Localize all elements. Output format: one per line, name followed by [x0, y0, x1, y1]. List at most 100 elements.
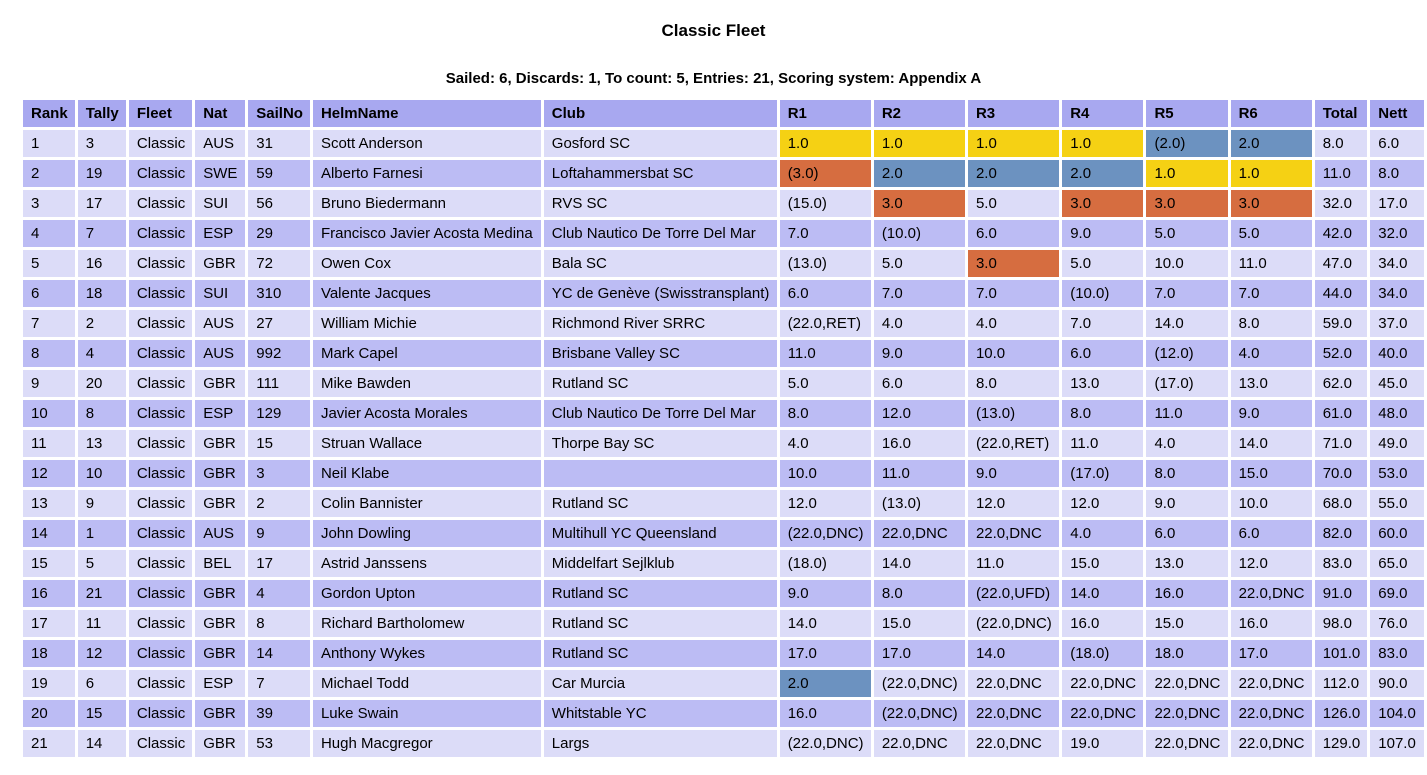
cell-rank: 20 [23, 700, 75, 727]
cell-race-r6: 10.0 [1230, 490, 1312, 517]
cell-race-r6: 2.0 [1230, 130, 1312, 157]
cell-race-r5: (12.0) [1146, 340, 1228, 367]
cell-race-r1: (13.0) [779, 250, 871, 277]
cell-race-r1: (15.0) [779, 190, 871, 217]
cell-tally: 6 [77, 670, 126, 697]
cell-race-r4: (10.0) [1062, 280, 1144, 307]
cell-nett: 6.0 [1370, 130, 1424, 157]
cell-sailno: 31 [248, 130, 310, 157]
cell-nett: 17.0 [1370, 190, 1424, 217]
cell-race-r6: 1.0 [1230, 160, 1312, 187]
cell-nett: 60.0 [1370, 520, 1424, 547]
cell-nat: AUS [195, 520, 246, 547]
cell-fleet: Classic [128, 280, 193, 307]
cell-sailno: 7 [248, 670, 310, 697]
cell-race-r4: 13.0 [1062, 370, 1144, 397]
cell-nett: 34.0 [1370, 280, 1424, 307]
cell-total: 11.0 [1314, 160, 1368, 187]
cell-race-r1: 8.0 [779, 400, 871, 427]
cell-total: 32.0 [1314, 190, 1368, 217]
cell-helmname: Hugh Macgregor [312, 730, 541, 757]
cell-race-r2: 17.0 [873, 640, 965, 667]
cell-sailno: 53 [248, 730, 310, 757]
cell-rank: 10 [23, 400, 75, 427]
cell-tally: 21 [77, 580, 126, 607]
cell-race-r4: 8.0 [1062, 400, 1144, 427]
cell-race-r1: (22.0,DNC) [779, 730, 871, 757]
cell-total: 101.0 [1314, 640, 1368, 667]
column-header-fleet: Fleet [128, 100, 193, 127]
cell-nat: GBR [195, 430, 246, 457]
cell-race-r5: 22.0,DNC [1146, 730, 1228, 757]
cell-helmname: Javier Acosta Morales [312, 400, 541, 427]
cell-race-r6: 22.0,DNC [1230, 670, 1312, 697]
cell-sailno: 3 [248, 460, 310, 487]
column-header-r4: R4 [1062, 100, 1144, 127]
cell-race-r4: 16.0 [1062, 610, 1144, 637]
cell-fleet: Classic [128, 610, 193, 637]
table-row: 5 16 Classic GBR 72 Owen Cox Bala SC (13.0) 5.0 3… [23, 250, 1424, 277]
cell-race-r1: 10.0 [779, 460, 871, 487]
cell-nat: ESP [195, 400, 246, 427]
cell-nett: 32.0 [1370, 220, 1424, 247]
cell-race-r4: 9.0 [1062, 220, 1144, 247]
cell-club: Rutland SC [543, 490, 777, 517]
cell-club: Gosford SC [543, 130, 777, 157]
cell-race-r3: (22.0,UFD) [967, 580, 1060, 607]
cell-tally: 4 [77, 340, 126, 367]
cell-fleet: Classic [128, 250, 193, 277]
cell-nett: 37.0 [1370, 310, 1424, 337]
table-row: 14 1 Classic AUS 9 John Dowling Multihull YC Q… [23, 520, 1424, 547]
cell-sailno: 72 [248, 250, 310, 277]
cell-race-r6: 14.0 [1230, 430, 1312, 457]
cell-race-r3: 2.0 [967, 160, 1060, 187]
cell-race-r2: 22.0,DNC [873, 520, 965, 547]
cell-sailno: 27 [248, 310, 310, 337]
cell-nett: 34.0 [1370, 250, 1424, 277]
cell-race-r3: 7.0 [967, 280, 1060, 307]
cell-fleet: Classic [128, 430, 193, 457]
cell-nett: 49.0 [1370, 430, 1424, 457]
cell-total: 47.0 [1314, 250, 1368, 277]
cell-race-r6: 3.0 [1230, 190, 1312, 217]
cell-sailno: 29 [248, 220, 310, 247]
cell-race-r1: 6.0 [779, 280, 871, 307]
cell-rank: 21 [23, 730, 75, 757]
cell-race-r4: 11.0 [1062, 430, 1144, 457]
table-row: 20 15 Classic GBR 39 Luke Swain Whitstable YC 1… [23, 700, 1424, 727]
table-row: 2 19 Classic SWE 59 Alberto Farnesi Loftahamme… [23, 160, 1424, 187]
table-row: 8 4 Classic AUS 992 Mark Capel Brisbane Valley… [23, 340, 1424, 367]
cell-tally: 16 [77, 250, 126, 277]
cell-fleet: Classic [128, 220, 193, 247]
cell-nett: 69.0 [1370, 580, 1424, 607]
cell-race-r4: (18.0) [1062, 640, 1144, 667]
cell-sailno: 15 [248, 430, 310, 457]
cell-race-r4: 5.0 [1062, 250, 1144, 277]
cell-race-r4: 22.0,DNC [1062, 700, 1144, 727]
cell-race-r1: 17.0 [779, 640, 871, 667]
cell-sailno: 56 [248, 190, 310, 217]
column-header-r6: R6 [1230, 100, 1312, 127]
cell-fleet: Classic [128, 130, 193, 157]
cell-nat: GBR [195, 610, 246, 637]
cell-fleet: Classic [128, 460, 193, 487]
table-row: 9 20 Classic GBR 111 Mike Bawden Rutland SC 5.0… [23, 370, 1424, 397]
cell-race-r1: 1.0 [779, 130, 871, 157]
cell-total: 8.0 [1314, 130, 1368, 157]
cell-race-r3: 22.0,DNC [967, 520, 1060, 547]
cell-race-r2: 11.0 [873, 460, 965, 487]
cell-sailno: 4 [248, 580, 310, 607]
cell-rank: 9 [23, 370, 75, 397]
cell-total: 71.0 [1314, 430, 1368, 457]
table-row: 11 13 Classic GBR 15 Struan Wallace Thorpe Bay… [23, 430, 1424, 457]
table-row: 16 21 Classic GBR 4 Gordon Upton Rutland SC 9.0… [23, 580, 1424, 607]
cell-rank: 17 [23, 610, 75, 637]
cell-sailno: 17 [248, 550, 310, 577]
cell-race-r6: 7.0 [1230, 280, 1312, 307]
table-row: 3 17 Classic SUI 56 Bruno Biedermann RVS SC (15… [23, 190, 1424, 217]
table-row: 15 5 Classic BEL 17 Astrid Janssens Middelfart… [23, 550, 1424, 577]
cell-race-r1: 7.0 [779, 220, 871, 247]
cell-nat: GBR [195, 640, 246, 667]
cell-race-r1: 5.0 [779, 370, 871, 397]
cell-fleet: Classic [128, 310, 193, 337]
